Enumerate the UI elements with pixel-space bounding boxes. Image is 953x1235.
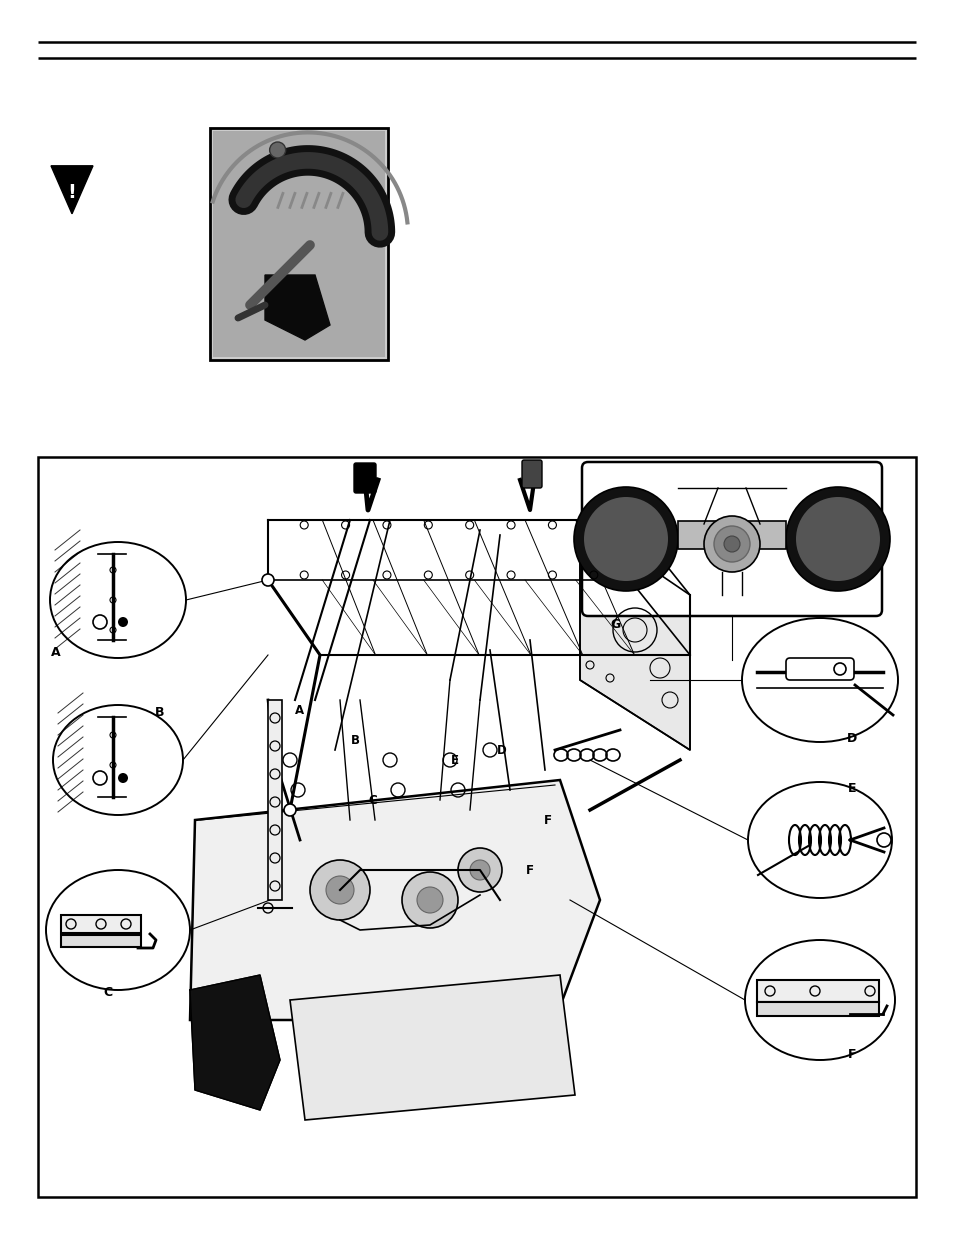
FancyBboxPatch shape — [521, 459, 541, 488]
Circle shape — [118, 618, 128, 627]
Polygon shape — [290, 974, 575, 1120]
Polygon shape — [190, 781, 599, 1020]
Bar — [757, 1002, 878, 1016]
Circle shape — [457, 848, 501, 892]
Circle shape — [723, 536, 740, 552]
Circle shape — [310, 860, 370, 920]
Text: E: E — [451, 753, 458, 767]
Circle shape — [262, 574, 274, 585]
Text: D: D — [497, 743, 506, 757]
Circle shape — [326, 876, 354, 904]
Polygon shape — [51, 165, 92, 214]
Circle shape — [401, 872, 457, 927]
Text: A: A — [51, 646, 61, 658]
Circle shape — [829, 531, 845, 547]
Text: D: D — [846, 731, 856, 745]
Text: B: B — [155, 705, 165, 719]
Bar — [210, 128, 388, 359]
Circle shape — [270, 142, 285, 158]
Ellipse shape — [744, 940, 894, 1060]
Circle shape — [594, 508, 658, 571]
Circle shape — [825, 527, 849, 551]
Ellipse shape — [747, 782, 891, 898]
Ellipse shape — [50, 542, 186, 658]
Text: E: E — [847, 782, 856, 794]
Circle shape — [817, 519, 857, 559]
Polygon shape — [579, 520, 689, 750]
Text: C: C — [368, 794, 377, 806]
Circle shape — [805, 508, 869, 571]
Ellipse shape — [53, 705, 183, 815]
FancyBboxPatch shape — [581, 462, 882, 616]
Circle shape — [618, 531, 634, 547]
Bar — [38, 457, 915, 1197]
Polygon shape — [265, 275, 330, 340]
Text: !: ! — [68, 184, 76, 203]
Bar — [757, 981, 878, 1002]
Bar — [61, 935, 141, 947]
Circle shape — [703, 516, 760, 572]
FancyBboxPatch shape — [354, 463, 375, 493]
Text: F: F — [543, 814, 552, 826]
Ellipse shape — [46, 869, 190, 990]
Text: F: F — [525, 863, 534, 877]
Bar — [61, 915, 141, 932]
Circle shape — [605, 519, 645, 559]
Circle shape — [583, 496, 667, 580]
Bar — [213, 131, 385, 357]
Bar — [678, 521, 785, 550]
Circle shape — [795, 496, 879, 580]
Circle shape — [785, 487, 889, 592]
Circle shape — [284, 804, 295, 816]
Ellipse shape — [741, 618, 897, 742]
Text: C: C — [103, 986, 112, 999]
Circle shape — [118, 773, 128, 783]
Circle shape — [614, 527, 638, 551]
Text: A: A — [295, 704, 304, 716]
Circle shape — [416, 887, 442, 913]
Circle shape — [574, 487, 678, 592]
Polygon shape — [190, 974, 280, 1110]
Circle shape — [713, 526, 749, 562]
Text: G: G — [609, 618, 619, 631]
Circle shape — [470, 860, 490, 881]
Text: F: F — [847, 1049, 856, 1062]
Bar — [268, 700, 282, 900]
Text: B: B — [350, 734, 359, 746]
FancyBboxPatch shape — [785, 658, 853, 680]
